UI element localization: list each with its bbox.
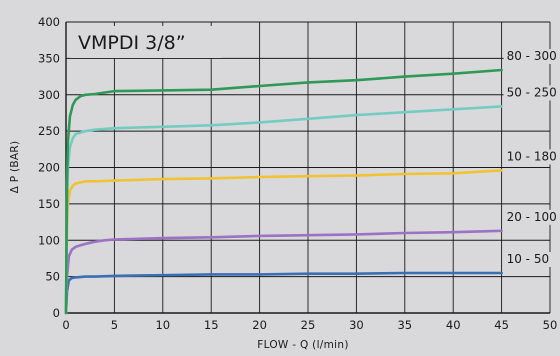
x-axis-title: FLOW - Q (l/min) [257,339,348,351]
series-label-bg [503,85,558,101]
y-tick-label: 200 [38,161,60,175]
series-label: 80 - 300 [507,49,557,63]
x-tick-label: 25 [301,318,316,332]
y-tick-label: 150 [38,197,60,211]
series-label-bg [503,49,558,65]
y-tick-label: 400 [38,15,60,29]
y-axis-title: Δ P (BAR) [9,141,21,194]
y-tick-label: 300 [38,88,60,102]
series-label: 10 - 50 [507,252,549,266]
x-tick-label: 5 [111,318,118,332]
y-tick-label: 350 [38,51,60,65]
series-lines [64,68,503,315]
series-labels: 10 - 50 20 - 100 10 - 180 50 - 250 80 - 300 [503,49,558,267]
x-tick-label: 0 [62,318,69,332]
y-tick-label: 50 [45,270,60,284]
x-tick-label: 40 [446,318,461,332]
series-line [64,229,503,315]
y-tick-label: 250 [38,124,60,138]
x-tick-label: 35 [397,318,412,332]
x-tick-labels: 0 5 10 15 20 25 30 35 40 45 50 [62,318,557,332]
series-label-bg [503,209,558,225]
series-label: 20 - 100 [507,210,557,224]
series-line [64,105,503,315]
x-tick-label: 20 [252,318,267,332]
x-tick-label: 50 [543,318,558,332]
y-tick-label: 100 [38,233,60,247]
title-box [70,26,222,58]
series-label: 50 - 250 [507,85,557,99]
chart-title: VMPDI 3/8” [78,32,186,54]
series-label-bg [503,251,558,267]
series-label: 10 - 180 [507,149,557,163]
x-tick-label: 15 [204,318,219,332]
x-tick-label: 30 [349,318,364,332]
y-tick-label: 0 [53,306,60,320]
x-tick-label: 10 [155,318,170,332]
x-tick-label: 45 [494,318,509,332]
series-label-bg [503,149,558,165]
series-line [64,68,503,315]
series-line [64,271,503,315]
series-line [64,169,503,315]
y-tick-labels: 0 50 100 150 200 250 300 350 400 [38,15,60,320]
